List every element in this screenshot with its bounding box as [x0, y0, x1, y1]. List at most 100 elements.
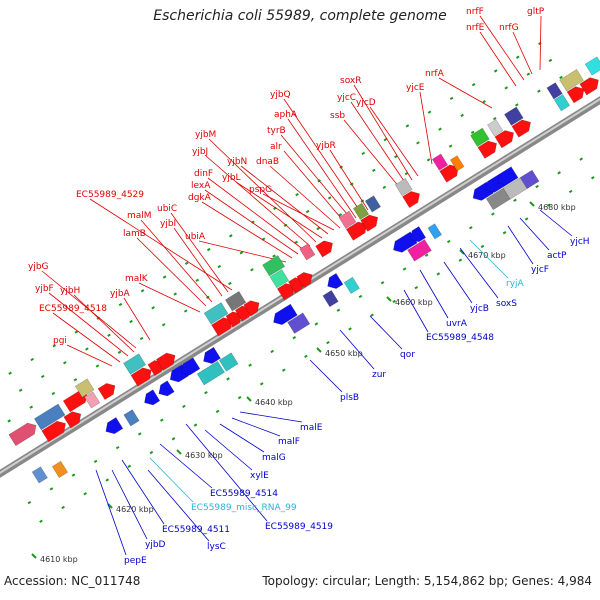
leader-line [287, 118, 357, 219]
gene-feature-forward [338, 210, 357, 229]
guide-dot [73, 378, 78, 382]
leader-line [136, 237, 207, 307]
gene-label: yjbA [110, 289, 131, 299]
guide-dot [95, 364, 100, 368]
guide-dot [162, 275, 167, 279]
gene-label: lexA [191, 181, 211, 191]
guide-dot [217, 264, 222, 269]
guide-dot [239, 251, 244, 255]
guide-dot [426, 158, 431, 162]
gene-feature-reverse [218, 352, 239, 372]
leader-line [121, 459, 165, 525]
guide-dot [383, 137, 388, 142]
guide-dot [215, 409, 220, 413]
gene-label: yjbH [60, 286, 80, 296]
gene-feature-forward [123, 353, 147, 375]
guide-dot [173, 292, 177, 296]
leader-line [48, 292, 129, 357]
gene-label: dgkA [188, 193, 212, 203]
gene-features [8, 56, 600, 484]
gene-feature-reverse [31, 466, 48, 484]
topology-text: Topology: circular; Length: 5,154,862 bp… [262, 574, 592, 588]
gene-label: ssb [330, 111, 345, 121]
gene-feature-forward [63, 411, 82, 429]
guide-dot [195, 278, 200, 282]
leader-line [239, 411, 303, 423]
gene-label: yjcC [337, 93, 356, 103]
leader-line [173, 227, 223, 297]
guide-dot [52, 344, 57, 348]
gene-label: ryjA [506, 279, 525, 289]
guide-dot [118, 302, 123, 307]
gene-label: yjcH [570, 237, 590, 247]
guide-dot [448, 144, 453, 148]
gene-feature-forward [262, 255, 286, 277]
guide-dot [515, 103, 519, 107]
guide-dot [338, 213, 343, 217]
kbp-tick-mark [529, 201, 535, 207]
guide-dot [171, 437, 176, 441]
leader-line [403, 289, 429, 333]
gene-feature-forward [276, 283, 295, 301]
leader-line [207, 177, 305, 251]
gene-label: soxR [340, 76, 362, 86]
guide-dot [471, 83, 476, 87]
gene-feature-forward [155, 352, 176, 371]
gene-feature-reverse [180, 357, 201, 376]
gene-label: alr [270, 142, 282, 152]
guide-dot [259, 382, 264, 386]
gene-feature-forward [41, 420, 66, 443]
guide-dot [559, 75, 563, 80]
guide-dot [272, 254, 276, 258]
gene-labels: pgi EC55989_4518 yjbF yjbH yjbG yjbA malK lamB m… [28, 7, 590, 566]
guide-dot [372, 168, 376, 172]
guide-dot [470, 130, 475, 135]
kbp-tick-label: 4670 kbp [468, 251, 506, 260]
kbp-tick-label: 4680 kbp [538, 203, 576, 212]
gene-feature-reverse [327, 272, 344, 289]
guide-dot [193, 423, 198, 427]
gene-label: EC55989_4514 [210, 489, 278, 499]
gene-label: aphA [274, 110, 298, 120]
kbp-tick-mark [176, 449, 182, 455]
guide-dot [229, 234, 233, 238]
guide-dot [206, 247, 211, 252]
kbp-tick-label: 4630 kbp [185, 451, 223, 460]
gene-label: yjcF [531, 265, 549, 275]
gene-label: plsB [340, 393, 359, 403]
guide-dot [548, 58, 553, 63]
guide-dot [504, 86, 509, 90]
guide-dot [151, 306, 155, 310]
gene-feature-forward [84, 391, 101, 409]
guide-dot [18, 388, 23, 392]
gene-label: yjbL [222, 173, 241, 183]
guide-dot [49, 487, 54, 491]
gene-feature-forward [553, 94, 571, 112]
guide-dot [449, 96, 454, 101]
guide-dot [160, 418, 164, 422]
leader-line [201, 201, 293, 259]
gene-label: yjcE [406, 83, 425, 93]
guide-dot [137, 432, 142, 436]
leader-line [280, 134, 353, 221]
gene-feature-reverse [158, 380, 175, 397]
guide-dot [304, 354, 308, 359]
gene-label: EC55989_4511 [162, 525, 230, 535]
gene-label: soxS [496, 299, 517, 309]
gene-feature-forward [494, 130, 514, 149]
gene-feature-forward [299, 243, 316, 261]
guide-dot [7, 419, 11, 423]
guide-dot [402, 267, 407, 271]
leader-line [138, 282, 201, 313]
gene-feature-forward [449, 155, 465, 172]
guide-dot [491, 212, 495, 216]
gene-feature-reverse [273, 303, 298, 326]
guide-dot [469, 226, 473, 230]
gene-label: dinF [194, 169, 213, 179]
leader-line [231, 417, 281, 437]
gene-feature-forward [225, 311, 242, 328]
gene-feature-forward [352, 202, 370, 220]
gene-feature-reverse [203, 346, 221, 364]
guide-dot [316, 226, 320, 231]
gene-feature-forward [8, 422, 37, 447]
